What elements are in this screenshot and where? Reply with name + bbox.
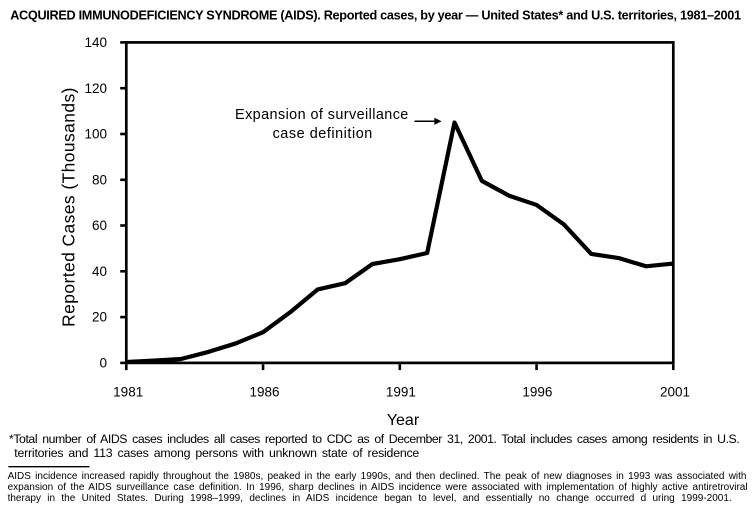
svg-text:0: 0 — [99, 356, 107, 371]
svg-text:Reported Cases (Thousands): Reported Cases (Thousands) — [58, 87, 78, 327]
svg-text:1991: 1991 — [386, 384, 416, 399]
svg-text:AIDS incidence increased rapid: AIDS incidence increased rapidly through… — [8, 471, 747, 482]
svg-text:Expansion of surveillance: Expansion of surveillance — [235, 107, 409, 123]
svg-text:100: 100 — [84, 127, 107, 142]
svg-text:ACQUIRED IMMUNODEFICIENCY SYND: ACQUIRED IMMUNODEFICIENCY SYNDROME (AIDS… — [10, 9, 741, 23]
svg-text:140: 140 — [84, 35, 107, 50]
svg-text:therapy in the United States.: therapy in the United States. During 199… — [8, 493, 732, 504]
svg-text:20: 20 — [92, 310, 107, 325]
svg-text:expansion of the AIDS surveill: expansion of the AIDS surveillance case … — [8, 482, 748, 493]
svg-text:1981: 1981 — [113, 384, 143, 399]
svg-text:Year: Year — [387, 412, 420, 429]
svg-text:80: 80 — [92, 172, 107, 187]
svg-text:case definition: case definition — [273, 126, 373, 142]
svg-text:1996: 1996 — [522, 384, 552, 399]
svg-text:*Total number of AIDS cases in: *Total number of AIDS cases includes all… — [9, 432, 739, 446]
svg-text:2001: 2001 — [660, 384, 690, 399]
svg-text:60: 60 — [92, 218, 107, 233]
svg-text:120: 120 — [84, 81, 107, 96]
svg-text:1986: 1986 — [249, 384, 279, 399]
svg-text:territories and 113 cases amon: territories and 113 cases among persons … — [14, 446, 419, 460]
svg-text:40: 40 — [92, 264, 107, 279]
